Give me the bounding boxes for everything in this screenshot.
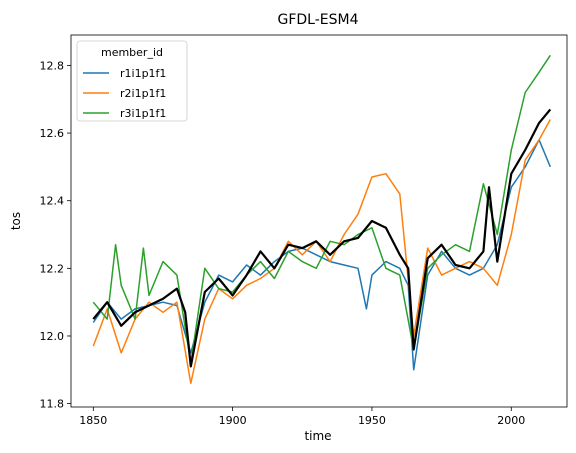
chart-title: GFDL-ESM4 — [277, 12, 358, 28]
series-lines — [92, 54, 552, 385]
y-tick-label: 12.4 — [40, 195, 65, 208]
y-tick-label: 12.6 — [40, 127, 65, 140]
legend-label: r1i1p1f1 — [120, 67, 166, 80]
legend-box — [76, 40, 188, 122]
series-line-r2i1p1f1 — [92, 119, 551, 385]
series-line-r1i1p1f1 — [92, 139, 551, 371]
y-tick-label: 12.0 — [40, 330, 65, 343]
x-tick-label: 1950 — [358, 414, 386, 427]
x-tick-label: 1900 — [219, 414, 247, 427]
x-axis-label: time — [304, 429, 331, 443]
y-tick-label: 12.2 — [40, 262, 65, 275]
axis-ticks: 1850 1900 1950 2000 11.8 12.0 12.2 12.4 12.6 12.8 — [40, 59, 526, 427]
ensemble-mean-line — [92, 108, 552, 368]
legend: member_id r1i1p1f1 r2i1p1f1 r3i1p1f1 — [76, 40, 188, 122]
legend-title: member_id — [101, 46, 163, 59]
y-axis-label: tos — [9, 212, 23, 230]
legend-label: r2i1p1f1 — [120, 87, 166, 100]
x-tick-label: 2000 — [497, 414, 525, 427]
y-tick-label: 12.8 — [40, 59, 65, 72]
legend-label: r3i1p1f1 — [120, 107, 166, 120]
x-tick-label: 1850 — [79, 414, 107, 427]
plot-frame — [70, 34, 568, 408]
series-line-r3i1p1f1 — [92, 54, 551, 364]
y-tick-label: 11.8 — [40, 398, 65, 411]
